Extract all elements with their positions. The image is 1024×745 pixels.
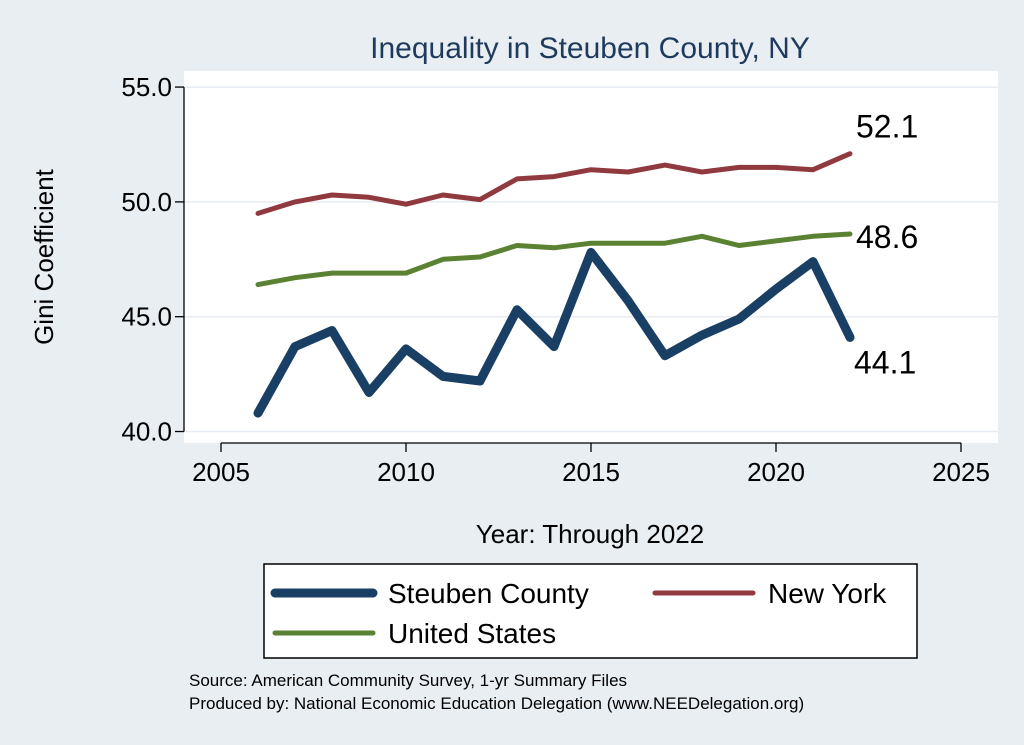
x-tick-label: 2015 [562, 457, 620, 487]
legend-entry: New York [768, 578, 887, 609]
legend-entry: Steuben County [388, 578, 589, 609]
end-label: 44.1 [854, 344, 916, 380]
x-axis-label: Year: Through 2022 [476, 519, 704, 549]
y-tick-label: 55.0 [121, 72, 172, 102]
y-axis: 40.0 45.0 50.0 55.0 [121, 72, 185, 447]
x-tick-label: 2020 [747, 457, 805, 487]
y-tick-label: 40.0 [121, 417, 172, 447]
grid [184, 86, 998, 433]
end-label: 52.1 [856, 109, 918, 145]
y-axis-label: Gini Coefficient [29, 168, 59, 345]
x-tick-label: 2005 [192, 457, 250, 487]
end-labels: 44.1 52.1 48.6 [854, 109, 918, 381]
x-axis: 2005 2010 2015 2020 2025 [192, 442, 990, 487]
end-label: 48.6 [856, 219, 918, 255]
source-note: Source: American Community Survey, 1-yr … [189, 671, 627, 690]
series-lines [253, 151, 855, 418]
y-tick-label: 50.0 [121, 187, 172, 217]
series-line-new-york [255, 151, 853, 216]
producer-note: Produced by: National Economic Education… [189, 694, 804, 713]
chart-title: Inequality in Steuben County, NY [370, 32, 810, 65]
legend-box [263, 563, 918, 659]
x-tick-label: 2010 [377, 457, 435, 487]
x-tick-label: 2025 [932, 457, 990, 487]
series-line-steuben-county [253, 247, 855, 418]
series-line-united-states [255, 231, 853, 288]
legend: Steuben County New York United States [270, 578, 887, 649]
y-tick-label: 45.0 [121, 302, 172, 332]
legend-entry: United States [388, 618, 556, 649]
